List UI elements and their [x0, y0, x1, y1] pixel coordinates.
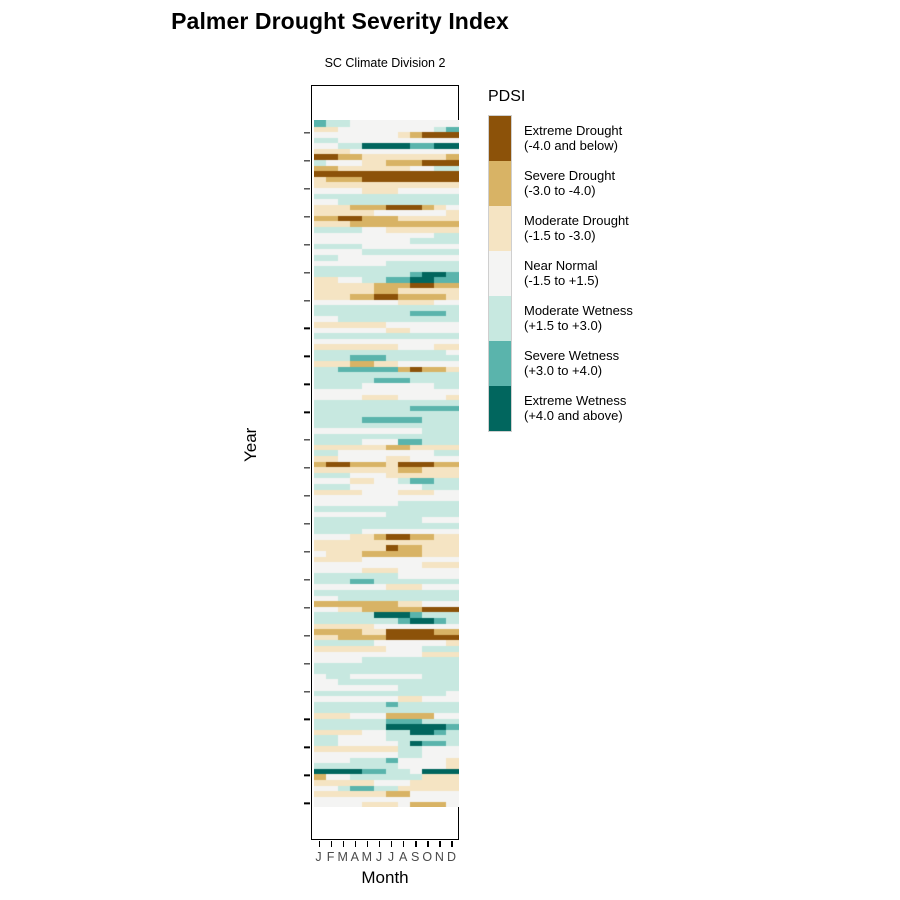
legend-entry-3: Near Normal (-1.5 to +1.5)	[524, 258, 599, 289]
legend-swatch-2	[489, 206, 511, 251]
x-tick-label-0: J	[315, 850, 322, 864]
x-tick-label-2: M	[337, 850, 348, 864]
y-tick-mark	[304, 774, 310, 776]
legend-range: (+3.0 to +4.0)	[524, 363, 603, 378]
y-tick-mark	[304, 607, 310, 609]
legend-swatch-5	[489, 341, 511, 386]
y-tick-mark	[304, 271, 310, 274]
y-tick-mark	[304, 383, 310, 385]
legend-range: (-1.5 to +1.5)	[524, 273, 599, 288]
y-tick-mark	[304, 495, 310, 497]
legend-entry-1: Severe Drought (-3.0 to -4.0)	[524, 168, 615, 199]
x-tick-mark	[451, 841, 453, 847]
legend-color-bar	[488, 115, 512, 432]
x-tick-label-5: J	[375, 850, 383, 864]
y-tick-mark	[304, 523, 310, 525]
legend-entry-2: Moderate Drought (-1.5 to -3.0)	[524, 213, 629, 244]
x-tick-mark	[439, 841, 441, 847]
y-tick-mark	[304, 216, 310, 218]
legend-swatch-0	[489, 116, 511, 161]
legend-range: (-4.0 and below)	[524, 138, 618, 153]
legend-label: Severe Drought	[524, 167, 616, 183]
x-tick-mark	[342, 841, 344, 847]
page-title: Palmer Drought Severity Index	[171, 8, 509, 34]
y-tick-mark	[304, 327, 310, 330]
legend-range: (-1.5 to -3.0)	[524, 228, 596, 243]
legend-label: Extreme Wetness	[524, 392, 627, 408]
y-tick-mark	[304, 746, 310, 748]
legend-swatch-4	[489, 296, 511, 341]
legend-range: (+1.5 to +3.0)	[524, 318, 603, 333]
x-tick-label-11: D	[446, 850, 456, 864]
y-tick-mark	[304, 439, 310, 441]
x-axis-title: Month	[361, 868, 409, 887]
x-tick-mark	[391, 841, 393, 847]
legend-label: Moderate Wetness	[524, 302, 633, 318]
y-tick-mark	[304, 132, 310, 134]
legend-entry-5: Severe Wetness (+3.0 to +4.0)	[524, 348, 619, 379]
x-tick-mark	[403, 841, 405, 847]
legend-label: Extreme Drought	[524, 122, 623, 138]
y-tick-mark	[304, 160, 310, 162]
heatmap-canvas[interactable]	[313, 120, 459, 807]
x-tick-mark	[427, 841, 429, 847]
x-tick-label-3: A	[350, 850, 359, 864]
x-tick-mark	[354, 841, 357, 847]
x-tick-label-9: O	[422, 850, 433, 864]
y-tick-mark	[304, 188, 310, 190]
y-tick-mark	[304, 299, 310, 302]
y-tick-mark	[304, 718, 310, 721]
y-tick-mark	[304, 467, 310, 469]
legend-label: Severe Wetness	[524, 347, 620, 363]
y-axis-title: Year	[241, 427, 260, 462]
y-tick-mark	[304, 551, 310, 553]
legend-range: (+4.0 and above)	[524, 408, 623, 423]
legend-label: Near Normal	[524, 257, 598, 273]
x-tick-label-1: F	[326, 850, 335, 864]
heatmap-plot-panel[interactable]	[311, 85, 459, 840]
legend-label: Moderate Drought	[524, 212, 629, 228]
legend-entry-6: Extreme Wetness (+4.0 and above)	[524, 393, 626, 424]
legend-entry-0: Extreme Drought (-4.0 and below)	[524, 123, 622, 154]
y-tick-mark	[304, 244, 310, 246]
x-tick-label-8: S	[411, 850, 420, 864]
legend-range: (-3.0 to -4.0)	[524, 183, 596, 198]
y-axis: 1895190019051910191519201925193019351940…	[0, 0, 311, 900]
chart-subtitle: SC Climate Division 2	[324, 56, 446, 70]
y-tick-mark	[304, 690, 310, 693]
x-tick-mark	[378, 841, 381, 847]
x-tick-label-6: J	[387, 850, 395, 864]
legend-swatch-3	[489, 251, 511, 296]
y-tick-mark	[304, 411, 310, 413]
x-tick-label-7: A	[398, 850, 408, 864]
y-tick-mark	[304, 802, 310, 804]
y-tick-mark	[304, 634, 310, 637]
legend-title: PDSI	[488, 88, 526, 105]
legend-entry-4: Moderate Wetness (+1.5 to +3.0)	[524, 303, 633, 334]
legend-swatch-6	[489, 386, 511, 431]
x-tick-label-10: N	[434, 850, 444, 864]
x-tick-mark	[330, 841, 332, 847]
x-tick-label-4: M	[361, 850, 373, 864]
x-tick-mark	[318, 841, 320, 847]
legend-swatch-1	[489, 161, 511, 206]
y-tick-mark	[304, 355, 310, 358]
y-tick-mark	[304, 662, 310, 665]
x-tick-mark	[415, 841, 417, 847]
y-tick-mark	[304, 579, 310, 581]
x-tick-mark	[366, 841, 369, 847]
